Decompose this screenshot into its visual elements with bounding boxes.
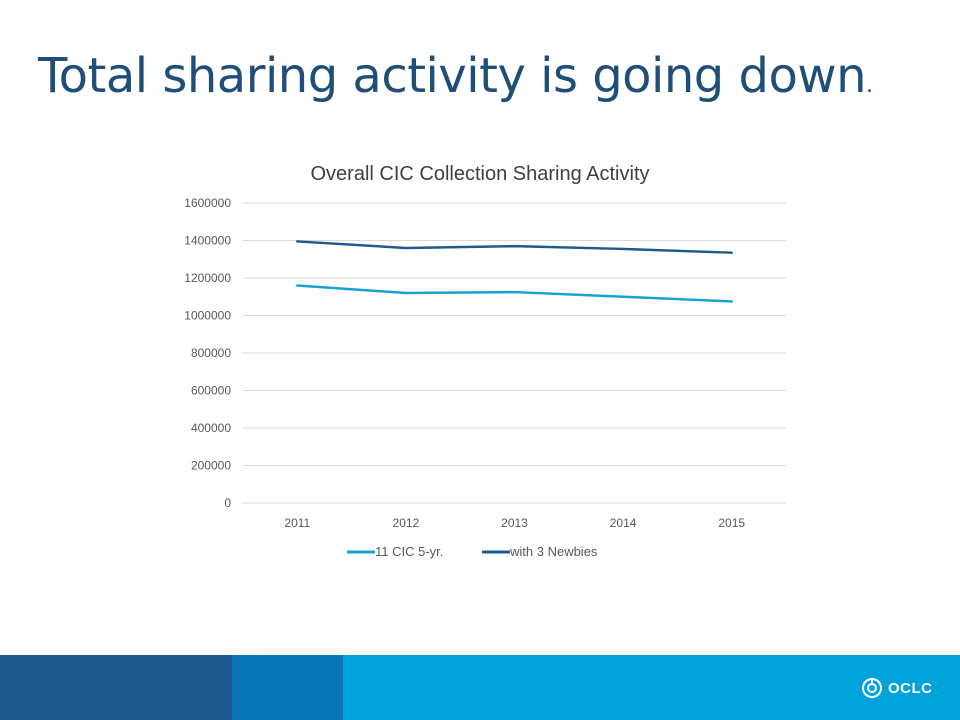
footer-segment-light [343,655,960,720]
y-tick-label: 200000 [191,459,231,473]
x-tick-label: 2013 [501,516,528,530]
line-chart: Overall CIC Collection Sharing Activity … [184,163,786,559]
series-line-1 [296,284,733,303]
y-tick-label: 1200000 [184,271,231,285]
oclc-logo: OCLC [860,676,933,700]
y-tick-label: 600000 [191,384,231,398]
slide-title-period: . [866,73,873,98]
chart-series [296,240,733,303]
x-tick-label: 2012 [393,516,420,530]
x-tick-label: 2011 [284,516,310,530]
y-tick-label: 0 [224,496,231,510]
y-tick-label: 800000 [191,346,231,360]
y-tick-label: 1600000 [184,196,231,210]
chart-y-axis: 0 200000 400000 600000 800000 1000000 1200000 1… [184,196,231,510]
y-tick-label: 400000 [191,421,231,435]
footer-segment-dark [0,655,232,720]
footer-segment-mid [232,655,343,720]
chart-gridlines [243,202,786,504]
chart-legend: 11 CIC 5-yr. with 3 Newbies [347,544,598,559]
y-tick-label: 1400000 [184,234,231,248]
x-tick-label: 2015 [718,516,745,530]
legend-label-1: 11 CIC 5-yr. [375,544,443,559]
x-tick-label: 2014 [610,516,637,530]
y-tick-label: 1000000 [184,309,231,323]
legend-label-2: with 3 Newbies [509,544,598,559]
series-line-2 [296,240,733,254]
oclc-logo-text: OCLC [888,679,933,697]
oclc-logo-icon [862,678,882,698]
chart-x-axis: 2011 2012 2013 2014 2015 [284,516,745,530]
slide-title: Total sharing activity is going down. [38,52,873,100]
slide-title-text: Total sharing activity is going down [38,48,867,104]
footer-bar [0,655,960,720]
chart-title: Overall CIC Collection Sharing Activity [310,163,649,185]
